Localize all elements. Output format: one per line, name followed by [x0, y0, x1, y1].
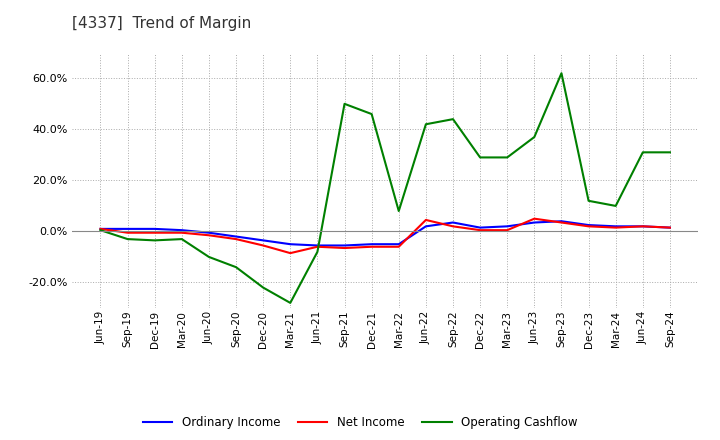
- Net Income: [123, 230, 132, 235]
- Ordinary Income: [341, 243, 349, 248]
- Ordinary Income: [123, 226, 132, 231]
- Operating Cashflow: [367, 111, 376, 117]
- Operating Cashflow: [123, 236, 132, 242]
- Ordinary Income: [421, 224, 430, 229]
- Ordinary Income: [367, 242, 376, 247]
- Operating Cashflow: [341, 101, 349, 106]
- Net Income: [232, 236, 240, 242]
- Ordinary Income: [449, 220, 457, 225]
- Operating Cashflow: [204, 254, 213, 260]
- Ordinary Income: [313, 243, 322, 248]
- Net Income: [421, 217, 430, 223]
- Operating Cashflow: [313, 249, 322, 254]
- Ordinary Income: [286, 242, 294, 247]
- Net Income: [259, 243, 268, 248]
- Ordinary Income: [557, 219, 566, 224]
- Operating Cashflow: [530, 134, 539, 139]
- Net Income: [204, 233, 213, 238]
- Operating Cashflow: [611, 203, 620, 209]
- Ordinary Income: [584, 223, 593, 228]
- Ordinary Income: [476, 225, 485, 230]
- Operating Cashflow: [557, 70, 566, 76]
- Operating Cashflow: [503, 155, 511, 160]
- Ordinary Income: [96, 226, 105, 231]
- Ordinary Income: [530, 220, 539, 225]
- Operating Cashflow: [178, 236, 186, 242]
- Legend: Ordinary Income, Net Income, Operating Cashflow: Ordinary Income, Net Income, Operating C…: [138, 412, 582, 434]
- Operating Cashflow: [286, 300, 294, 305]
- Operating Cashflow: [639, 150, 647, 155]
- Net Income: [530, 216, 539, 221]
- Net Income: [96, 226, 105, 231]
- Net Income: [639, 224, 647, 229]
- Ordinary Income: [665, 225, 674, 230]
- Net Income: [178, 230, 186, 235]
- Ordinary Income: [204, 230, 213, 235]
- Net Income: [150, 230, 159, 235]
- Operating Cashflow: [421, 121, 430, 127]
- Ordinary Income: [639, 224, 647, 229]
- Ordinary Income: [232, 234, 240, 239]
- Net Income: [476, 227, 485, 233]
- Ordinary Income: [503, 224, 511, 229]
- Ordinary Income: [611, 224, 620, 229]
- Net Income: [395, 244, 403, 249]
- Net Income: [503, 227, 511, 233]
- Net Income: [584, 224, 593, 229]
- Ordinary Income: [150, 226, 159, 231]
- Operating Cashflow: [259, 285, 268, 290]
- Net Income: [557, 220, 566, 225]
- Ordinary Income: [259, 238, 268, 243]
- Net Income: [313, 244, 322, 249]
- Operating Cashflow: [665, 150, 674, 155]
- Operating Cashflow: [96, 227, 105, 233]
- Line: Operating Cashflow: Operating Cashflow: [101, 73, 670, 303]
- Operating Cashflow: [150, 238, 159, 243]
- Net Income: [449, 224, 457, 229]
- Operating Cashflow: [232, 264, 240, 270]
- Ordinary Income: [178, 227, 186, 233]
- Net Income: [611, 225, 620, 230]
- Net Income: [665, 225, 674, 230]
- Text: [4337]  Trend of Margin: [4337] Trend of Margin: [72, 16, 251, 31]
- Net Income: [286, 250, 294, 256]
- Line: Net Income: Net Income: [101, 219, 670, 253]
- Operating Cashflow: [476, 155, 485, 160]
- Net Income: [367, 244, 376, 249]
- Ordinary Income: [395, 242, 403, 247]
- Net Income: [341, 246, 349, 251]
- Operating Cashflow: [584, 198, 593, 203]
- Operating Cashflow: [395, 209, 403, 214]
- Line: Ordinary Income: Ordinary Income: [101, 221, 670, 246]
- Operating Cashflow: [449, 117, 457, 122]
